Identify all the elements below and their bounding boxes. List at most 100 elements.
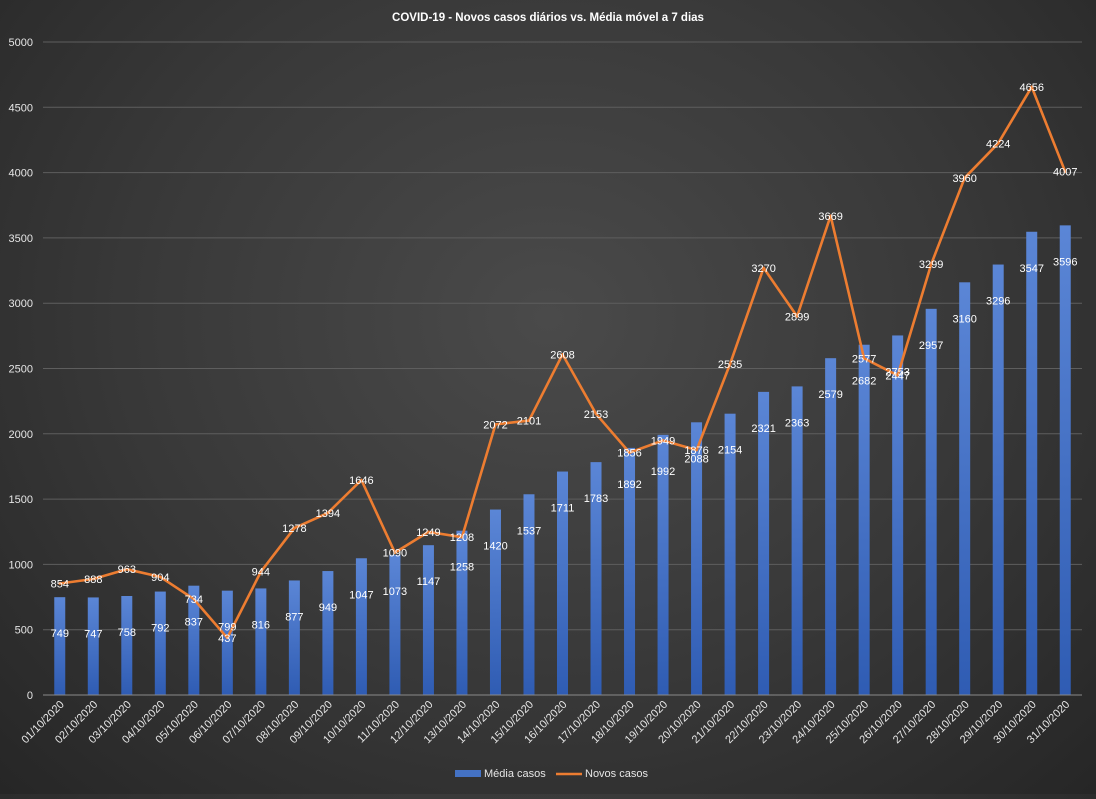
line-data-label: 854 (51, 578, 69, 590)
line-data-label: 2608 (550, 349, 574, 361)
bar-data-label: 1047 (349, 589, 373, 601)
y-tick-label: 0 (27, 690, 33, 702)
line-data-label: 2899 (785, 311, 809, 323)
bar (523, 494, 535, 695)
line-point (1063, 170, 1067, 173)
line-point (58, 582, 62, 585)
bar (188, 585, 200, 695)
line-data-label: 4224 (986, 138, 1010, 150)
legend-label-novos-casos: Novos casos (585, 768, 648, 780)
line-data-label: 3299 (919, 259, 943, 271)
line-point (527, 419, 531, 422)
bar (892, 335, 904, 695)
line-point (91, 577, 95, 581)
line-point (494, 423, 497, 426)
line-point (393, 551, 397, 554)
bar-data-label: 749 (51, 628, 69, 640)
bar-data-label: 1711 (551, 503, 575, 515)
bar (959, 282, 971, 695)
bar (858, 344, 870, 695)
bar-data-label: 1420 (483, 541, 507, 553)
bar (557, 471, 568, 695)
bar-data-label: 1892 (617, 479, 641, 491)
bar-data-label: 747 (84, 628, 102, 640)
y-tick-label: 5000 (9, 37, 33, 49)
line-point (460, 535, 464, 539)
bar (691, 422, 703, 695)
line-point (661, 439, 665, 442)
line-data-label: 963 (118, 564, 136, 576)
line-series-novos-casos (58, 85, 1067, 640)
bar (791, 386, 803, 695)
legend-label-media-casos: Média casos (484, 768, 546, 780)
line-point (996, 142, 1000, 145)
bar-data-label: 2321 (751, 423, 775, 435)
line-data-label: 1394 (316, 508, 340, 520)
bar (992, 264, 1004, 695)
bar (221, 590, 233, 695)
line-data-label: 2101 (517, 416, 541, 428)
line-point (293, 526, 296, 530)
line-data-label: 1278 (282, 523, 306, 535)
line-point (728, 362, 732, 366)
chart-title: COVID-19 - Novos casos diários vs. Média… (392, 12, 704, 24)
bar-data-label: 1992 (651, 466, 675, 478)
line-point (1030, 85, 1034, 89)
bar-data-label: 2682 (852, 376, 876, 388)
bar-data-label: 2363 (785, 417, 809, 429)
bar-series-media-casos (54, 225, 1071, 696)
y-tick-label: 1500 (9, 494, 33, 506)
bar-data-label: 949 (319, 602, 337, 614)
y-tick-label: 500 (15, 625, 33, 637)
bar (758, 391, 770, 695)
bar-data-label: 816 (252, 619, 270, 631)
x-axis: 01/10/202002/10/202003/10/202004/10/2020… (19, 694, 1082, 746)
bar (422, 545, 434, 695)
bar (255, 588, 267, 695)
line-data-labels: 854 888 963 904 734 437 944 1278 1394 1646 1090 124… (51, 82, 1078, 645)
bar-data-label: 2154 (718, 445, 742, 457)
line-data-label: 2577 (852, 353, 876, 365)
y-tick-label: 2500 (9, 364, 33, 376)
line-point (795, 315, 799, 318)
line-data-label: 4007 (1053, 167, 1077, 179)
line-data-label: 1949 (651, 435, 675, 447)
line-point (929, 262, 933, 266)
y-tick-label: 4500 (9, 102, 33, 114)
bar-data-label: 1537 (517, 525, 541, 537)
line-data-label: 2447 (885, 370, 909, 382)
bar-data-label: 3547 (1019, 263, 1043, 275)
bar-data-label: 2579 (818, 389, 842, 401)
bar-data-label: 3160 (952, 313, 976, 325)
line-data-label: 4656 (1019, 82, 1043, 94)
bar (1026, 231, 1038, 696)
bar (288, 580, 300, 695)
line-point (695, 448, 698, 452)
bar-data-label: 837 (185, 617, 203, 629)
line-point (862, 357, 866, 360)
bar-data-label: 1147 (417, 576, 441, 588)
line-point (963, 176, 966, 180)
gridlines (43, 41, 1082, 631)
line-point (594, 412, 598, 416)
bar-data-label: 2088 (684, 453, 708, 465)
legend: Média casos Novos casos (455, 768, 648, 780)
line-point (360, 478, 363, 482)
line-point (561, 353, 564, 356)
line-data-label: 1876 (684, 445, 708, 457)
bar (724, 413, 736, 695)
line-data-label: 2153 (584, 409, 608, 421)
line-point (829, 214, 832, 218)
line-data-label: 3270 (751, 263, 775, 275)
bar (489, 509, 501, 695)
bar (456, 530, 468, 695)
line-point (762, 266, 765, 270)
bar (154, 591, 166, 695)
line-data-label: 1646 (349, 475, 373, 487)
bar (389, 554, 401, 695)
line-point (896, 374, 899, 377)
line-data-label: 904 (151, 572, 169, 584)
line-data-label: 3669 (818, 211, 842, 223)
line-point (125, 567, 129, 571)
